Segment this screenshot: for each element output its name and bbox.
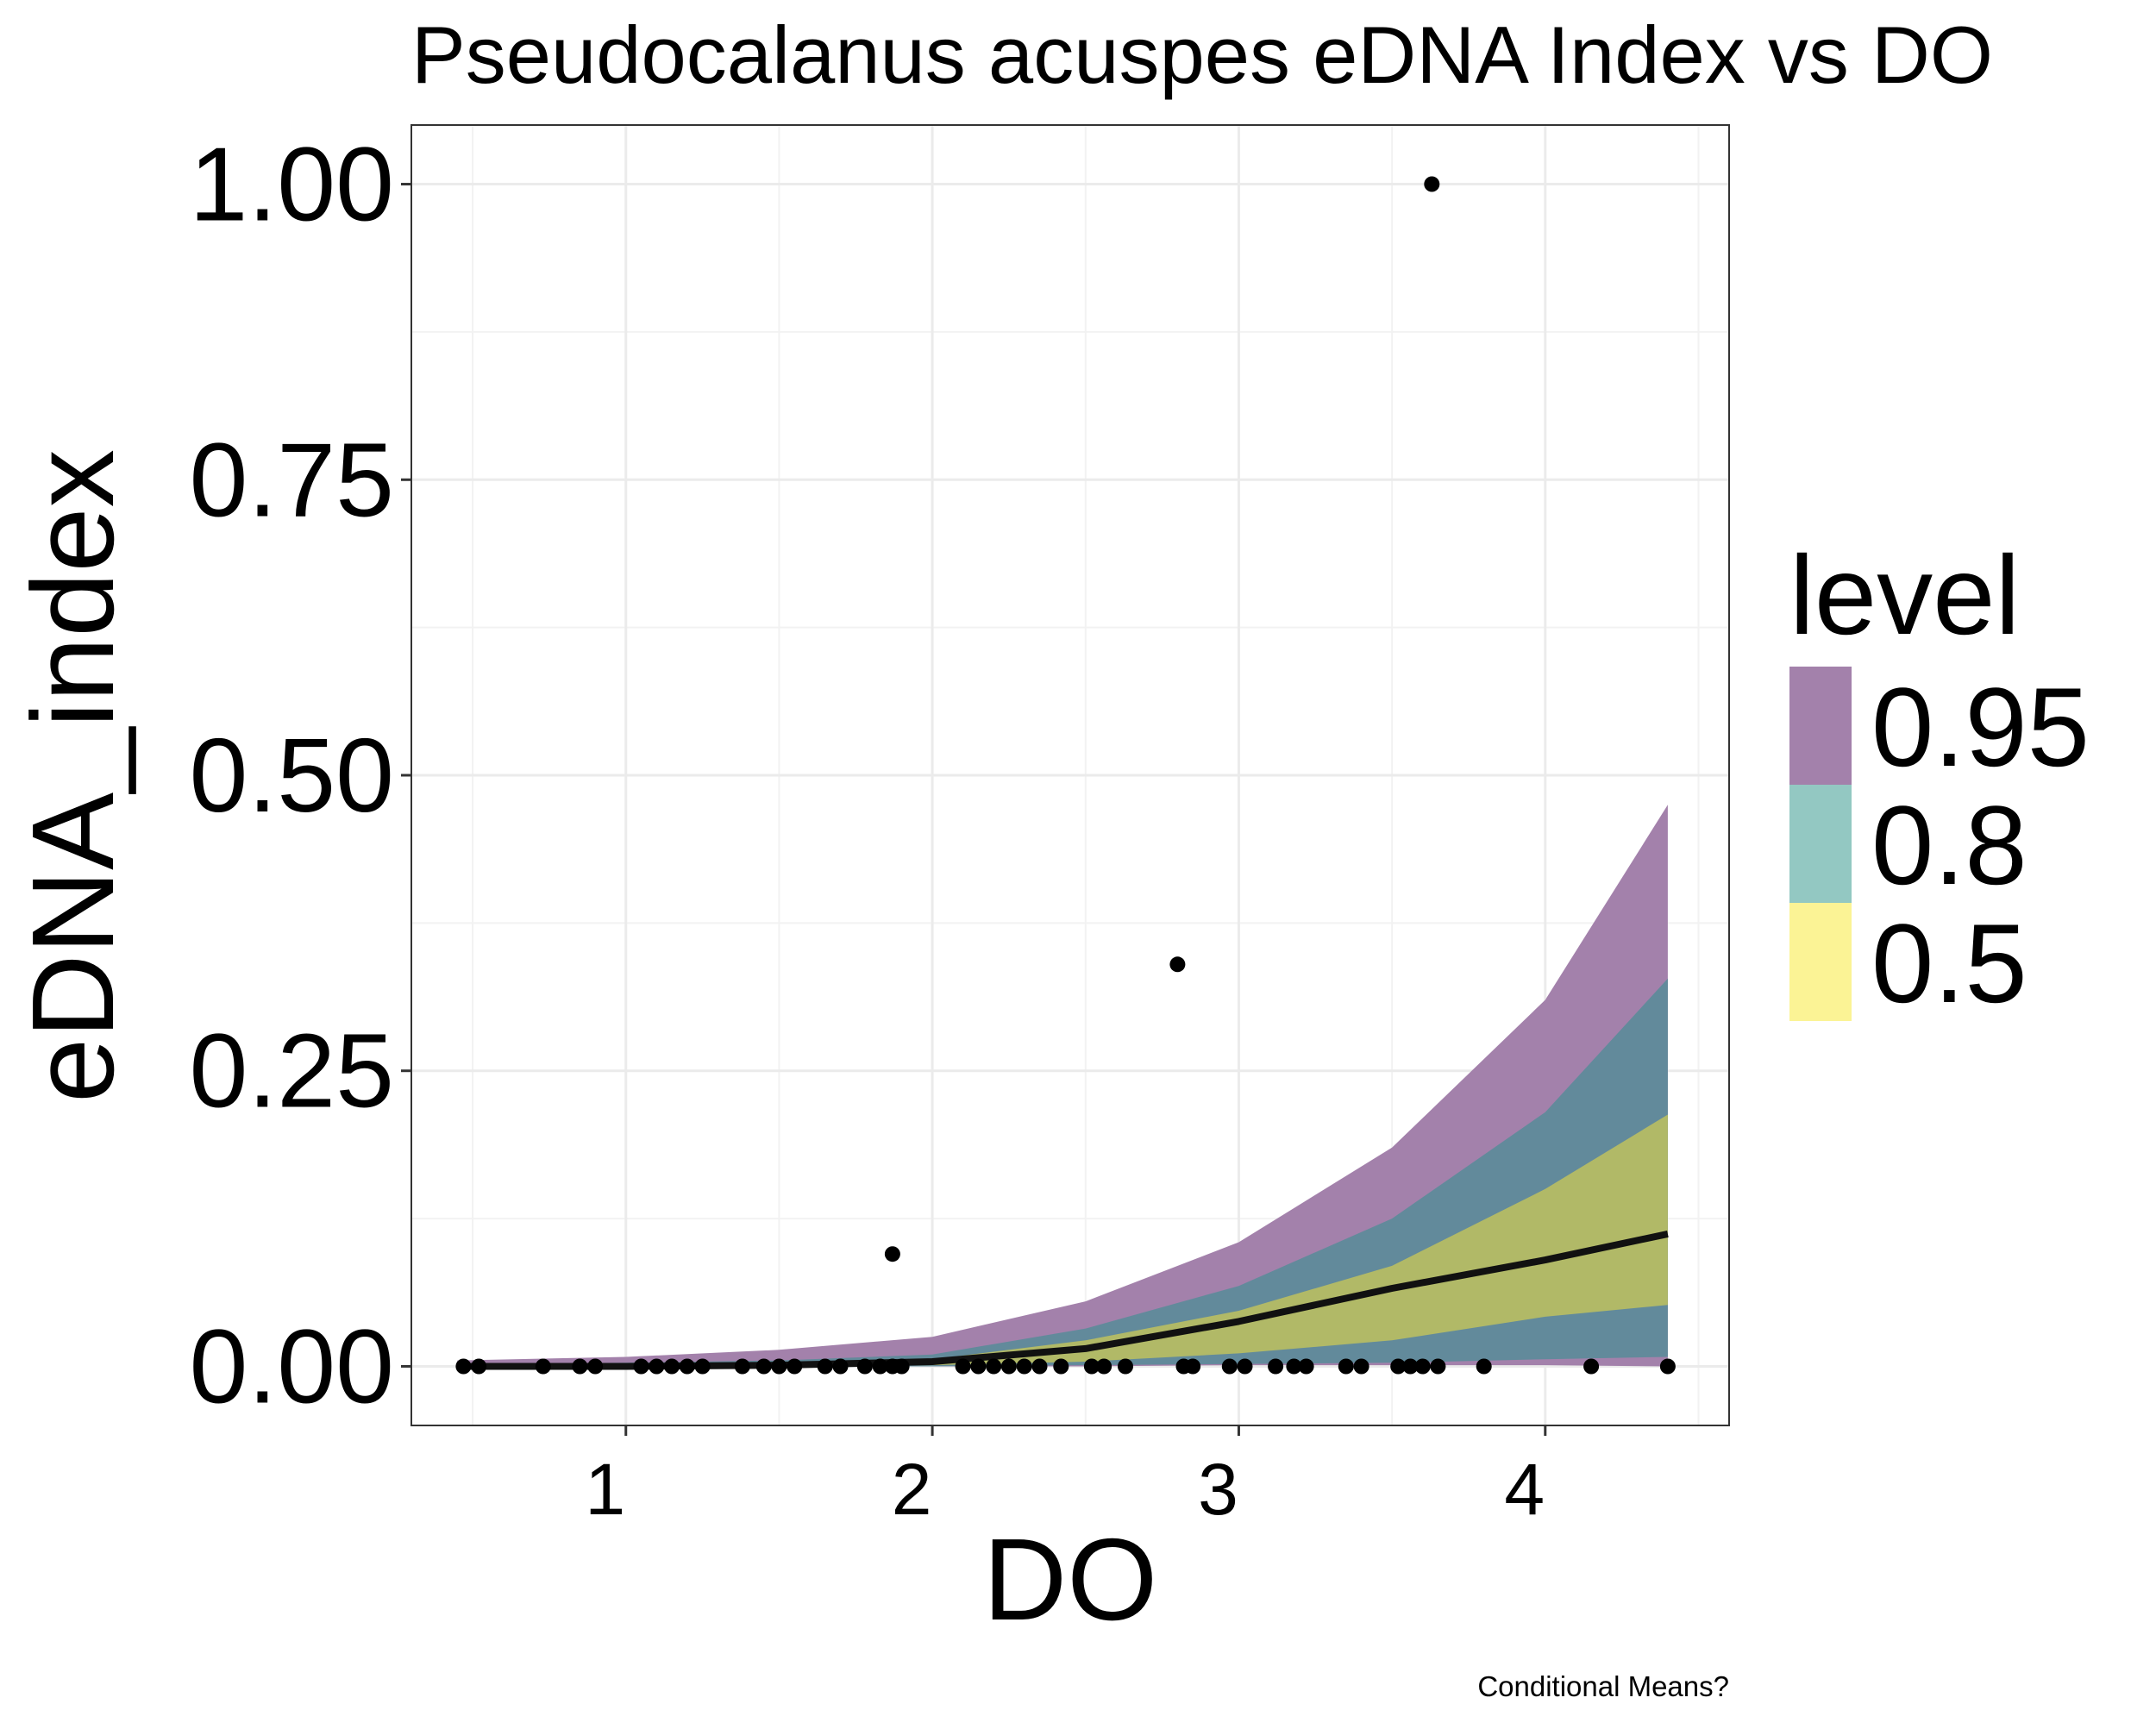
data-point [1298,1358,1314,1375]
data-point [1221,1358,1238,1375]
data-point [1031,1358,1048,1375]
x-axis: 1 2 3 4 [585,1425,1547,1530]
legend-label: 0.8 [1871,782,2028,908]
data-point [455,1358,472,1375]
y-axis-title: eDNA_index [8,449,138,1103]
data-point [1268,1358,1284,1375]
band-0-8 [457,978,1668,1367]
y-tick-label: 0.50 [190,717,394,834]
x-tick-label: 1 [585,1449,625,1530]
data-point [1414,1358,1431,1375]
legend-title: level [1789,532,2020,658]
band-0-5 [457,1114,1668,1367]
data-point [1237,1358,1253,1375]
data-point [1424,176,1440,192]
legend-key [1789,667,1852,785]
y-tick-label: 1.00 [190,126,394,243]
data-point [1096,1358,1112,1375]
data-point [856,1358,873,1375]
data-point [1185,1358,1201,1375]
y-tick-label: 0.25 [190,1012,394,1130]
data-point [1118,1358,1133,1375]
data-point [694,1358,711,1375]
caption: Conditional Means? [1477,1670,1729,1702]
data-point [1000,1358,1017,1375]
data-point [572,1358,588,1375]
data-point [587,1358,604,1375]
data-point [893,1358,910,1375]
data-point [1338,1358,1354,1375]
data-point [1169,956,1186,973]
data-point [471,1358,487,1375]
data-point [872,1358,888,1375]
data-point [1353,1358,1369,1375]
data-point [1402,1358,1419,1375]
grid-major [411,125,1729,1425]
data-point [884,1246,900,1262]
data-point [1659,1358,1676,1375]
data-point [1286,1358,1302,1375]
data-point [649,1358,665,1375]
x-tick-label: 4 [1504,1449,1545,1530]
data-point [755,1358,772,1375]
y-tick-label: 0.00 [190,1307,394,1425]
data-point [1053,1358,1069,1375]
data-point [1083,1358,1100,1375]
legend: 0.950.80.5 [1789,664,2090,1026]
legend-key [1789,903,1852,1021]
legend-label: 0.95 [1871,664,2090,790]
data-points [455,176,1676,1375]
x-tick-label: 2 [892,1449,932,1530]
y-tick-label: 0.75 [190,421,394,538]
data-point [832,1358,849,1375]
data-point [679,1358,695,1375]
data-point [664,1358,680,1375]
chart-title: Pseudocalanus acuspes eDNA Index vs DO [411,9,1993,100]
data-point [1476,1358,1492,1375]
data-point [633,1358,649,1375]
data-point [787,1358,803,1375]
ribbon-bands [457,805,1668,1367]
data-point [1016,1358,1032,1375]
data-point [734,1358,750,1375]
data-point [986,1358,1002,1375]
legend-label: 0.5 [1871,900,2028,1026]
data-point [1583,1358,1600,1375]
x-tick-label: 3 [1198,1449,1238,1530]
data-point [817,1358,833,1375]
legend-key [1789,785,1852,903]
data-point [955,1358,971,1375]
band-0-95 [457,805,1668,1367]
data-point [1430,1358,1446,1375]
x-axis-title: DO [983,1514,1158,1644]
y-axis: 0.00 0.25 0.50 0.75 1.00 [190,126,411,1425]
data-point [771,1358,787,1375]
data-point [970,1358,987,1375]
data-point [1390,1358,1407,1375]
data-point [535,1358,551,1375]
